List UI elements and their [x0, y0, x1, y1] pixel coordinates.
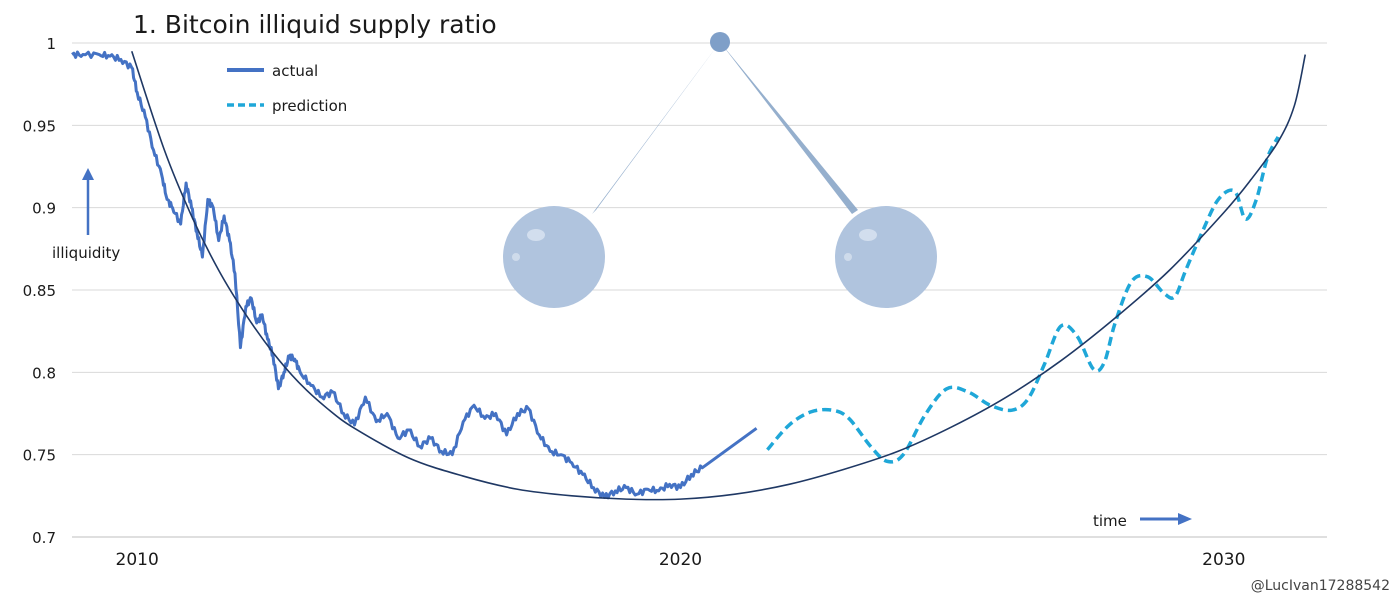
x-tick-label: 2020 — [659, 550, 702, 570]
trend-curve-series — [131, 50, 1307, 501]
y-tick-label: 0.8 — [32, 364, 56, 382]
pendulum-decoration — [503, 32, 937, 308]
prediction-series — [766, 136, 1280, 464]
legend-label-prediction: prediction — [272, 97, 347, 115]
actual-series — [71, 50, 758, 500]
bubble-left — [503, 206, 605, 308]
y-tick-label: 0.7 — [32, 529, 56, 547]
bubble-right-shine — [844, 253, 852, 261]
legend: actual prediction — [227, 62, 347, 115]
time-label: time — [1093, 512, 1127, 530]
bubble-right — [835, 206, 937, 308]
y-tick-label: 0.75 — [23, 447, 56, 465]
time-arrow: time — [1093, 512, 1192, 530]
pendulum-string-right — [720, 42, 858, 214]
x-tick-label: 2030 — [1202, 550, 1245, 570]
pendulum-string-left — [592, 42, 720, 214]
y-tick-label: 0.95 — [23, 117, 56, 135]
y-tick-label: 0.85 — [23, 282, 56, 300]
watermark: @LucIvan17288542 — [1251, 578, 1390, 594]
x-tick-label: 2010 — [116, 550, 159, 570]
bubble-right-highlight — [859, 229, 877, 241]
right-arrowhead-icon — [1178, 513, 1192, 525]
pendulum-pivot — [710, 32, 730, 52]
labels-layer: 1 0.95 0.9 0.85 0.8 0.75 0.7 2010 2020 2030 — [23, 35, 1246, 570]
chart-title: 1. Bitcoin illiquid supply ratio — [133, 10, 497, 39]
bubble-left-shine — [512, 253, 520, 261]
illiquidity-label: illiquidity — [52, 244, 120, 262]
grid-layer — [72, 42, 1327, 538]
y-tick-label: 0.9 — [32, 200, 56, 218]
series-layer — [71, 50, 1307, 501]
y-tick-label: 1 — [46, 35, 56, 53]
up-arrowhead-icon — [82, 168, 94, 180]
illiquidity-arrow: illiquidity — [52, 168, 120, 262]
legend-label-actual: actual — [272, 62, 318, 80]
bubble-left-highlight — [527, 229, 545, 241]
